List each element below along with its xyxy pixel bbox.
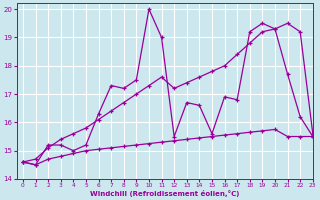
- X-axis label: Windchill (Refroidissement éolien,°C): Windchill (Refroidissement éolien,°C): [90, 190, 239, 197]
